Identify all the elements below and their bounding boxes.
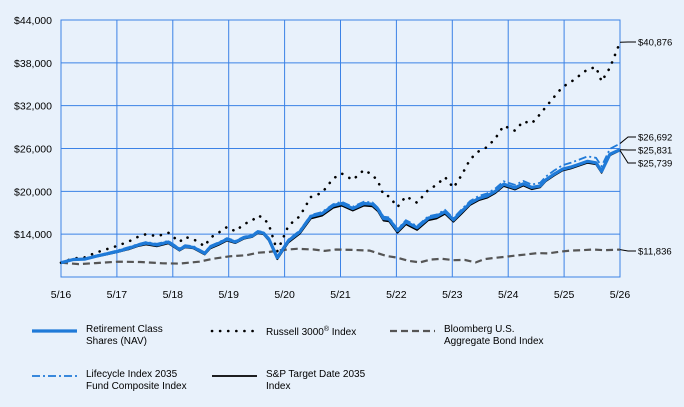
x-tick-label: 5/16 [51,289,72,301]
end-label: $40,876 [638,38,672,49]
y-tick-label: $20,000 [14,186,52,198]
x-tick-label: 5/17 [107,289,128,301]
x-tick-label: 5/25 [554,289,575,301]
grid [61,20,620,277]
end-label-leader [620,250,636,251]
legend-label: Bloomberg U.S. [444,324,515,335]
legend-label: Index [266,381,290,392]
legend-label: Fund Composite Index [86,381,187,392]
y-tick-label: $14,000 [14,229,52,241]
end-label-leader [620,137,636,144]
legend-label: Shares (NAV) [86,336,147,347]
x-tick-label: 5/24 [498,289,519,301]
x-tick-label: 5/18 [163,289,184,301]
x-tick-label: 5/21 [330,289,351,301]
end-label-leader [620,150,636,163]
legend-label-part: Russell 3000 [266,327,324,338]
end-label: $25,739 [638,159,672,170]
legend-label: Lifecycle Index 2035 [86,369,178,380]
x-tick-label: 5/23 [442,289,463,301]
x-tick-label: 5/22 [386,289,407,301]
end-label: $25,831 [638,146,672,157]
y-tick-label: $32,000 [14,101,52,113]
legend-label-part: Index [329,327,356,338]
x-tick-label: 5/26 [610,289,631,301]
legend-label: S&P Target Date 2035 [266,369,366,380]
x-tick-label: 5/20 [274,289,295,301]
y-tick-label: $38,000 [14,58,52,70]
x-tick-label: 5/19 [218,289,239,301]
end-label: $11,836 [638,247,672,258]
axes: 5/16 5/17 5/18 5/19 5/20 5/21 5/22 5/23 5/24 5/25… [14,15,630,301]
legend-label: Aggregate Bond Index [444,336,544,347]
end-label: $26,692 [638,133,672,144]
legend-label: Retirement Class [86,324,163,335]
legend-label: Russell 3000® Index [266,325,356,338]
end-labels: $25,831 $40,876 $11,836 $26,692 $25,739 [620,38,672,258]
y-tick-label: $26,000 [14,144,52,156]
y-tick-label: $44,000 [14,15,52,27]
